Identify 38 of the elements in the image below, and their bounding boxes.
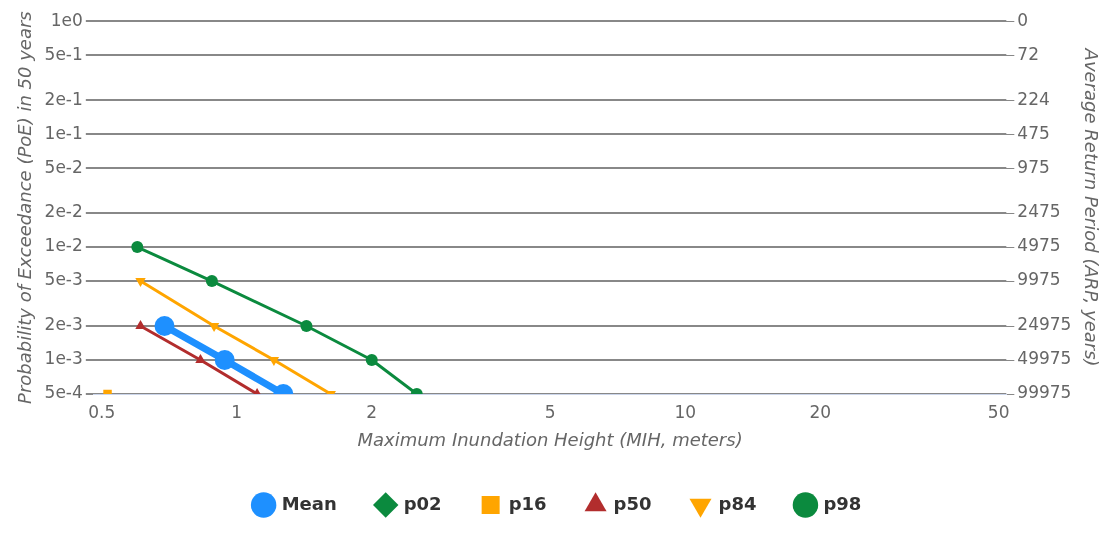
category-label: 4975: [1017, 235, 1061, 256]
legend-label: p84: [718, 492, 757, 514]
y-tick-label: 5e-3: [44, 269, 83, 290]
category-label: 9975: [1017, 269, 1061, 290]
y-tick-label: 2e-1: [44, 88, 83, 109]
legend-label: p02: [403, 492, 442, 514]
y-tick-label: 1e0: [50, 9, 83, 30]
x-tick-label: 0.5: [88, 401, 116, 422]
x-tick-label: 1: [231, 401, 243, 422]
legend-label: Mean: [281, 492, 337, 514]
y-tick-label: 5e-1: [44, 43, 83, 64]
category-label: 475: [1017, 122, 1050, 143]
y-tick-label: 5e-4: [44, 382, 83, 403]
category-label: 975: [1017, 156, 1050, 177]
category-label: 99975: [1017, 382, 1072, 403]
y-tick-label: 1e-1: [44, 122, 83, 143]
x-tick-label: 5: [544, 401, 556, 422]
y-tick-label: 5e-2: [44, 156, 83, 177]
category-label: 2475: [1017, 201, 1061, 222]
x-tick-label: 10: [674, 401, 697, 422]
x-tick-label: 50: [987, 401, 1010, 422]
y-tick-label: 2e-3: [44, 314, 83, 335]
legend-label: p50: [613, 492, 652, 514]
y-tick-label: 2e-2: [44, 201, 83, 222]
y-tick-label: 1e-3: [44, 348, 83, 369]
legend-label: p98: [823, 492, 862, 514]
legend-label: p16: [508, 492, 547, 514]
x-tick-label: 20: [809, 401, 832, 422]
category-label: 224: [1017, 88, 1050, 109]
y2-axis-title: Average Return Period (ARP, years): [1080, 47, 1102, 367]
category-label: 0: [1017, 9, 1029, 30]
x-tick-label: 2: [366, 401, 378, 422]
category-label: 49975: [1017, 348, 1072, 369]
category-label: 24975: [1017, 314, 1072, 335]
y-tick-label: 1e-2: [44, 235, 83, 256]
category-label: 72: [1017, 43, 1039, 64]
x-axis-title: Maximum Inundation Height (MIH, meters): [357, 428, 743, 450]
y-axis-title: Probability of Exceedance (PoE) in 50 years: [14, 11, 36, 404]
